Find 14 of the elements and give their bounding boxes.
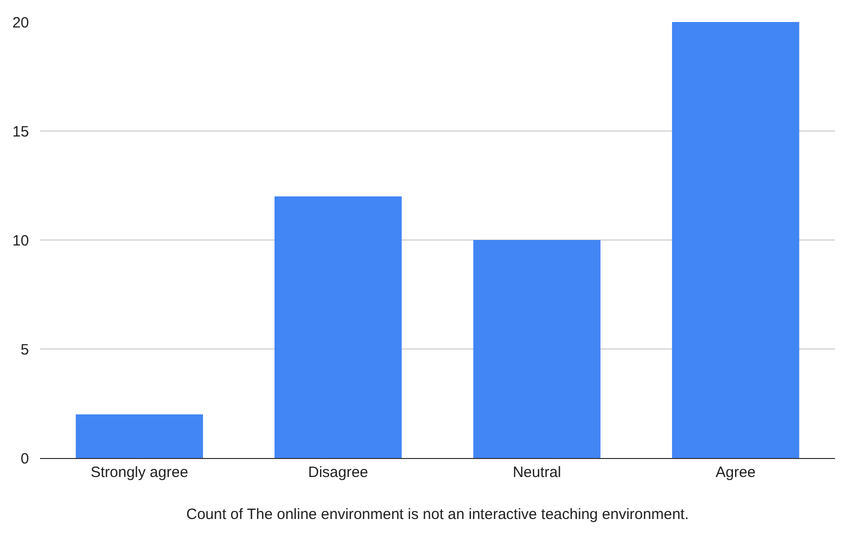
bar bbox=[672, 22, 800, 458]
bar bbox=[473, 240, 600, 458]
x-tick-label: Agree bbox=[716, 464, 756, 481]
y-tick-label: 10 bbox=[12, 232, 29, 250]
x-tick-label: Neutral bbox=[512, 464, 562, 481]
x-tick-label: Disagree bbox=[308, 464, 368, 481]
bar bbox=[274, 196, 402, 458]
x-axis-title: Count of The online environment is not an interactive teaching environment. bbox=[186, 506, 689, 523]
y-tick-label: 20 bbox=[12, 14, 29, 32]
bar bbox=[76, 414, 203, 458]
y-tick-label: 5 bbox=[20, 341, 29, 358]
x-tick-label: Strongly agree bbox=[90, 464, 188, 481]
y-tick-label: 0 bbox=[20, 450, 29, 468]
y-tick-label: 15 bbox=[12, 123, 29, 140]
